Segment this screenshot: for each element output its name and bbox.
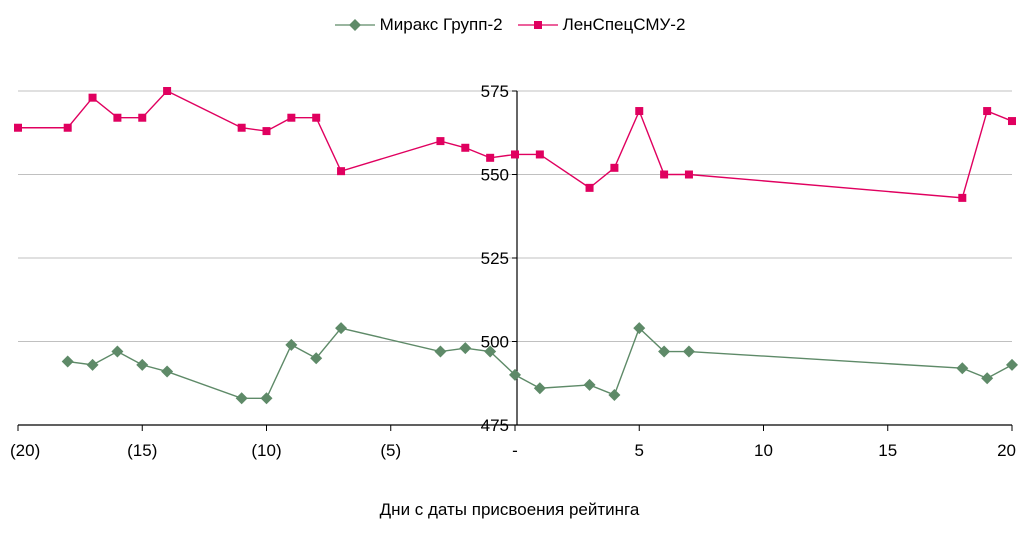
y-tick-label: 525 bbox=[481, 249, 509, 268]
data-point-diamond bbox=[434, 345, 447, 358]
data-point-square bbox=[958, 193, 967, 202]
data-point-diamond bbox=[956, 362, 969, 375]
legend-label-lenspec: ЛенСпецСМУ-2 bbox=[562, 15, 686, 34]
data-point-square bbox=[660, 170, 669, 179]
y-tick-label: 475 bbox=[481, 416, 509, 435]
data-point-diamond bbox=[608, 388, 621, 401]
data-point-square bbox=[511, 150, 519, 159]
data-point-diamond bbox=[509, 368, 521, 381]
data-point-diamond bbox=[583, 378, 596, 391]
data-point-diamond bbox=[86, 358, 99, 371]
x-tick-label: 5 bbox=[635, 441, 644, 460]
y-tick-label: 550 bbox=[481, 166, 509, 185]
x-axis-label: Дни с даты присвоения рейтинга bbox=[379, 500, 640, 519]
x-tick-label: 10 bbox=[754, 441, 773, 460]
data-point-diamond bbox=[161, 365, 174, 378]
data-point-diamond bbox=[1006, 358, 1018, 371]
data-point-square bbox=[163, 87, 172, 95]
x-tick-label: 15 bbox=[878, 441, 897, 460]
legend-item-lenspec: ЛенСпецСМУ-2 bbox=[517, 15, 686, 35]
data-point-square bbox=[585, 183, 594, 192]
x-tick-label: 20 bbox=[997, 441, 1016, 460]
series-line bbox=[18, 90, 1013, 199]
data-point-square bbox=[14, 123, 22, 132]
x-tick-label: (10) bbox=[251, 441, 281, 460]
x-tick-label: - bbox=[512, 441, 518, 460]
y-tick-label: 500 bbox=[481, 333, 509, 352]
data-point-square bbox=[610, 163, 619, 172]
data-point-diamond bbox=[235, 392, 248, 405]
data-point-diamond bbox=[484, 345, 497, 358]
x-tick-label: (5) bbox=[380, 441, 401, 460]
data-point-square bbox=[138, 113, 147, 122]
data-point-diamond bbox=[61, 355, 74, 368]
data-point-diamond bbox=[310, 352, 323, 365]
data-point-diamond bbox=[136, 358, 149, 371]
data-point-square bbox=[436, 137, 445, 146]
data-point-square bbox=[262, 127, 271, 136]
x-tick-label: (15) bbox=[127, 441, 157, 460]
data-point-square bbox=[635, 107, 644, 116]
data-point-square bbox=[63, 123, 72, 132]
data-point-square bbox=[88, 93, 97, 102]
data-point-diamond bbox=[682, 345, 695, 358]
data-point-diamond bbox=[260, 392, 273, 405]
data-point-square bbox=[461, 143, 470, 152]
data-point-diamond bbox=[981, 372, 994, 385]
legend-swatch-mirax bbox=[334, 19, 375, 31]
legend-label-mirax: Миракс Групп-2 bbox=[379, 15, 503, 34]
data-point-diamond bbox=[111, 345, 124, 358]
data-point-square bbox=[113, 113, 122, 122]
data-point-square bbox=[1008, 117, 1016, 126]
data-point-square bbox=[337, 167, 346, 176]
data-point-square bbox=[535, 150, 544, 159]
data-point-square bbox=[486, 153, 495, 162]
data-point-square bbox=[983, 107, 992, 116]
legend-item-mirax: Миракс Групп-2 bbox=[334, 15, 503, 35]
data-point-diamond bbox=[658, 345, 671, 358]
data-point-square bbox=[312, 113, 321, 122]
data-point-diamond bbox=[285, 338, 298, 351]
data-point-square bbox=[237, 123, 246, 132]
data-point-square bbox=[684, 170, 693, 179]
data-point-diamond bbox=[459, 342, 472, 355]
data-point-diamond bbox=[533, 382, 546, 395]
data-point-diamond bbox=[633, 322, 646, 335]
legend-swatch-lenspec bbox=[517, 21, 558, 29]
x-tick-label: (20) bbox=[10, 441, 40, 460]
y-tick-label: 575 bbox=[481, 82, 509, 101]
data-point-square bbox=[287, 113, 296, 122]
data-point-diamond bbox=[335, 322, 348, 335]
legend: Миракс Групп-2 ЛенСпецСМУ-2 bbox=[0, 12, 1019, 38]
